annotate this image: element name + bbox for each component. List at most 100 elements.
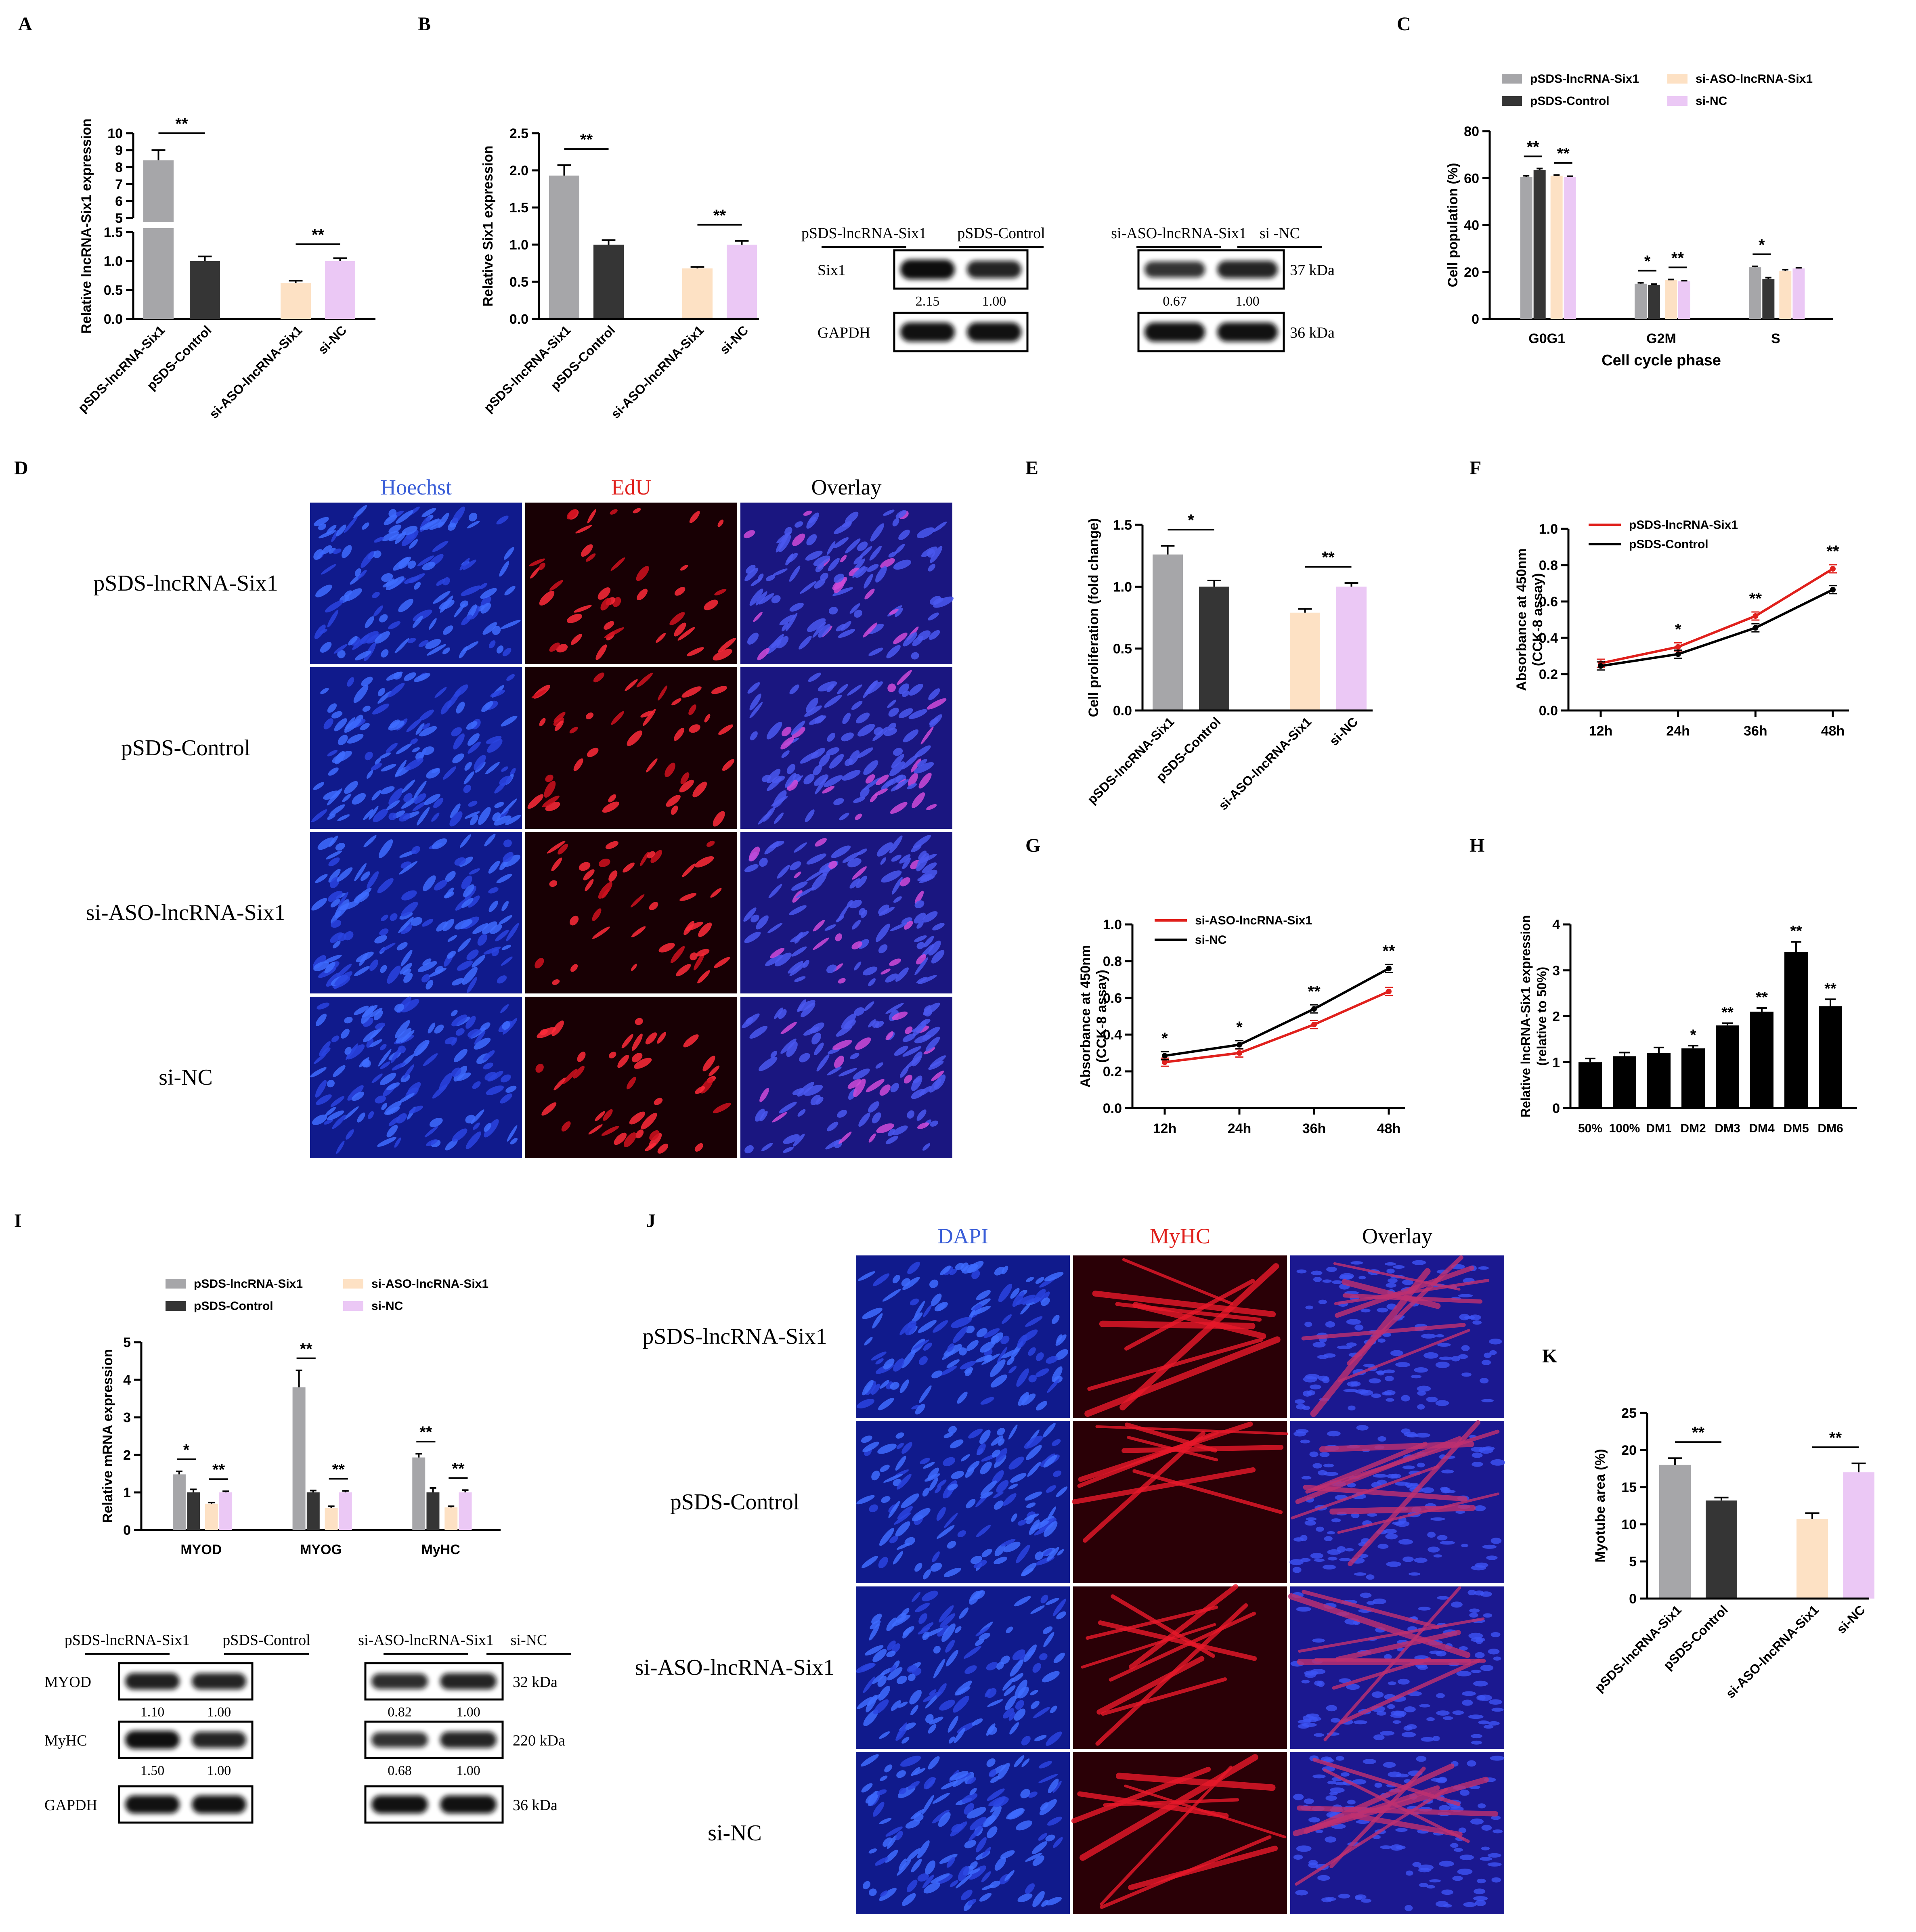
- panel-J-image-4-1-cell: [862, 1881, 870, 1890]
- chart-I-bar-MYOG-1: [292, 1387, 306, 1530]
- panel-D-image-4-3-cell: [914, 1035, 931, 1044]
- panel-J-image-4-1-cell: [956, 1873, 973, 1888]
- panel-D-image-3-2-cell: [602, 889, 609, 899]
- panel-J-image-4-1: [856, 1752, 1070, 1914]
- panel-D-image-2-1-cell: [377, 691, 392, 704]
- panel-J-image-3-1-cell: [1014, 1596, 1031, 1607]
- panel-J-image-4-3-nucleus: [1380, 1845, 1392, 1849]
- panel-D-image-4-2-cell: [609, 1052, 616, 1058]
- panel-J-image-2-1-cell: [937, 1525, 955, 1539]
- panel-D-image-2-1-cell: [426, 768, 440, 779]
- panel-J-image-2-1-cell: [976, 1525, 991, 1537]
- panel-D-image-4-3-cell: [760, 1111, 768, 1121]
- panel-D-image-3-2-cell: [631, 926, 646, 938]
- panel-J-image-3-1-cell: [987, 1699, 1003, 1707]
- panel-D-image-1-1-cell: [412, 616, 423, 628]
- panel-D-image-2-3-cell: [914, 762, 934, 774]
- panel-J-image-2-1-cell: [1052, 1439, 1061, 1446]
- panel-D-image-1-2-cell: [549, 642, 560, 652]
- panel-D-image-4-1-cell: [344, 1106, 359, 1120]
- panel-D-image-1-1-cell: [492, 626, 501, 635]
- panel-D-image-3-2-cell: [630, 894, 645, 907]
- panel-J-image-1-3-nucleus: [1311, 1270, 1323, 1276]
- panel-J-image-1-3-nucleus: [1381, 1391, 1392, 1396]
- panel-D-image-1-1-cell: [325, 600, 344, 613]
- panel-J-image-3-1-cell: [909, 1690, 922, 1705]
- panel-J-image-4-3-nucleus: [1474, 1888, 1486, 1894]
- blot-I-row-label: GAPDH: [44, 1797, 97, 1814]
- panel-J-image-2-1-cell: [957, 1530, 966, 1538]
- panel-letter-J: J: [646, 1210, 656, 1232]
- panel-D-image-1-3-cell: [805, 551, 823, 561]
- panel-D-image-1-1-cell: [419, 518, 440, 530]
- chart-A-bar-1-upper: [143, 160, 174, 222]
- panel-D-image-4-3-cell: [917, 1122, 929, 1129]
- panel-J-image-3-3-nucleus: [1392, 1720, 1401, 1724]
- panel-D-image-3-1-cell: [461, 875, 472, 889]
- panel-J-image-2-3-nucleus: [1408, 1572, 1421, 1576]
- panel-J-image-3-1-cell: [879, 1731, 890, 1739]
- panel-J-image-4-1-cell: [964, 1840, 977, 1848]
- panel-D-image-4-3-cell: [885, 1031, 894, 1040]
- panel-D-image-2-3-cell: [822, 786, 835, 794]
- panel-J-image-1-3-nucleus: [1458, 1354, 1468, 1359]
- chart-C-legend-swatch-3: [1667, 74, 1688, 84]
- panel-J-image-3-1-cell: [1015, 1700, 1024, 1710]
- panel-D-image-3-3-cell: [901, 917, 912, 925]
- panel-D-image-3-1-cell: [335, 843, 345, 851]
- panel-D-image-4-1-cell: [391, 1048, 401, 1063]
- panel-D-image-3-1-cell: [327, 891, 343, 902]
- panel-D-image-1-1-cell: [440, 595, 453, 613]
- panel-J-image-2-3-nucleus: [1461, 1544, 1469, 1547]
- panel-J-image-4-3-nucleus: [1458, 1827, 1467, 1833]
- panel-D-image-1-1-cell: [427, 644, 447, 656]
- panel-D-image-1-1-cell: [504, 586, 516, 595]
- blot-B-density-value: 2.15: [916, 294, 940, 309]
- chart-I-legend-label: si-NC: [371, 1299, 403, 1313]
- chart-C-significance-mark: *: [1644, 252, 1651, 270]
- panel-D-image-3-3-cell: [914, 900, 924, 908]
- panel-D-image-2-1-cell: [492, 812, 501, 822]
- panel-J-image-2-3-nucleus: [1482, 1446, 1495, 1451]
- panel-J-image-4-3-nucleus: [1390, 1844, 1403, 1851]
- panel-D-image-1-1-cell: [344, 590, 352, 597]
- panel-J-image-2-1-cell: [1025, 1491, 1042, 1501]
- panel-D-image-1-1-cell: [413, 610, 432, 622]
- panel-D-image-3-3-cell: [880, 968, 891, 975]
- panel-J-image-2-1-cell: [1046, 1547, 1059, 1561]
- panel-D-image-1-3-cell: [787, 553, 798, 563]
- panel-D-image-4-1-cell: [368, 1111, 374, 1119]
- panel-D-image-2-1-cell: [379, 752, 391, 759]
- panel-J-image-1-3-nucleus: [1421, 1333, 1436, 1339]
- panel-J-image-4-3-nucleus: [1491, 1877, 1501, 1883]
- panel-D-image-2-1-cell: [386, 671, 403, 681]
- panel-D-image-4-2-cell: [614, 1132, 627, 1145]
- panel-D-image-4-3-cell: [916, 1109, 927, 1121]
- chart-B-bar-2: [593, 245, 624, 319]
- panel-J-image-3-1: [856, 1586, 1070, 1749]
- panel-D-image-1-2-cell: [669, 612, 685, 625]
- panel-D-image-2-1-cell: [486, 736, 502, 744]
- chart-K-bar-4: [1843, 1472, 1874, 1599]
- panel-D-image-3-1-cell: [330, 899, 340, 907]
- panel-J-image-2-1-cell: [980, 1461, 992, 1475]
- panel-D-image-3-3-cell: [916, 921, 924, 929]
- panel-D-image-4-3-cell: [903, 1075, 912, 1084]
- panel-J-image-3-1-cell: [986, 1662, 998, 1671]
- panel-D-image-1-3-cell: [930, 546, 943, 563]
- blot-I-group-label: pSDS-Control: [222, 1632, 310, 1649]
- panel-D-image-1-3-cell: [845, 538, 861, 553]
- panel-D-image-4-2: [525, 997, 737, 1158]
- chart-C-bar-S-2: [1762, 279, 1775, 319]
- panel-D-image-2-3-cell: [926, 804, 937, 810]
- panel-D-image-3-1-cell: [469, 868, 480, 875]
- panel-D-image-1-1-cell: [344, 588, 362, 601]
- panel-D-image-2-2-cell: [658, 685, 668, 701]
- panel-J-image-4-3-nucleus: [1308, 1817, 1320, 1823]
- panel-D-image-2-1-cell: [468, 800, 478, 807]
- panel-D-image-1-2-cell: [581, 544, 593, 557]
- panel-J-image-4-3-nucleus: [1352, 1779, 1367, 1785]
- panel-J-image-3-1-cell: [1032, 1663, 1041, 1673]
- panel-J-image-2-1: [856, 1421, 1070, 1583]
- panel-J-image-1-1-cell: [1028, 1347, 1036, 1356]
